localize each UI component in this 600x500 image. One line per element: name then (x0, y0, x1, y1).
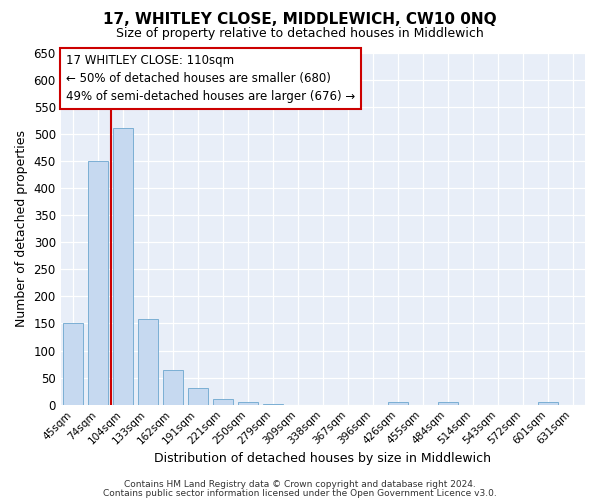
Bar (437, 402, 458, 404)
Bar (538, 402, 557, 404)
Bar (63, 324, 83, 404)
Bar (388, 402, 408, 404)
Text: Size of property relative to detached houses in Middlewich: Size of property relative to detached ho… (116, 28, 484, 40)
X-axis label: Distribution of detached houses by size in Middlewich: Distribution of detached houses by size … (154, 452, 491, 465)
Bar (138, 319, 158, 404)
Bar (88, 161, 108, 404)
Bar (238, 402, 258, 404)
Text: 17, WHITLEY CLOSE, MIDDLEWICH, CW10 0NQ: 17, WHITLEY CLOSE, MIDDLEWICH, CW10 0NQ (103, 12, 497, 28)
Y-axis label: Number of detached properties: Number of detached properties (15, 130, 28, 327)
Text: Contains public sector information licensed under the Open Government Licence v3: Contains public sector information licen… (103, 488, 497, 498)
Bar (113, 128, 133, 404)
Bar (163, 370, 183, 404)
Bar (188, 388, 208, 404)
Bar (213, 400, 233, 404)
Text: Contains HM Land Registry data © Crown copyright and database right 2024.: Contains HM Land Registry data © Crown c… (124, 480, 476, 489)
Text: 17 WHITLEY CLOSE: 110sqm
← 50% of detached houses are smaller (680)
49% of semi-: 17 WHITLEY CLOSE: 110sqm ← 50% of detach… (66, 54, 355, 104)
